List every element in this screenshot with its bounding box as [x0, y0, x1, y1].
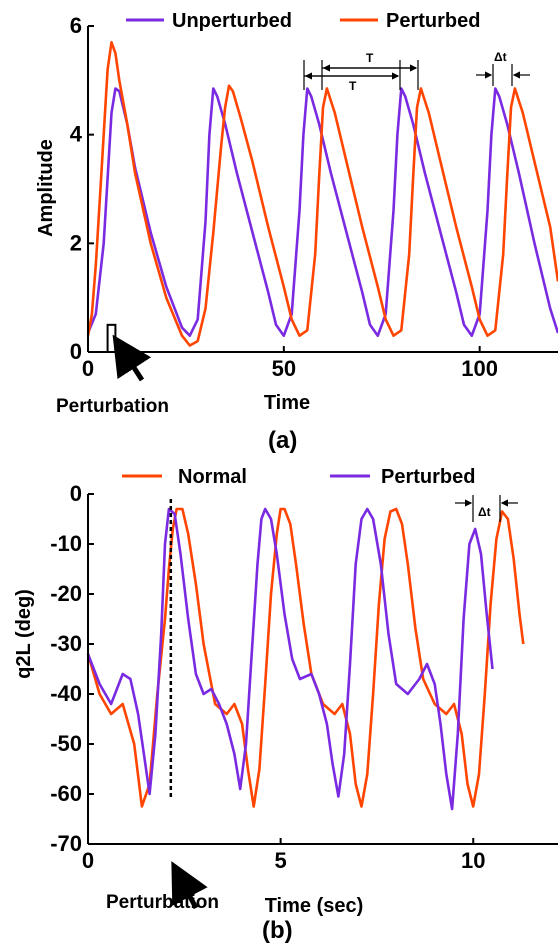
panel-b-y-tick-label: 0: [70, 481, 82, 506]
period-annotation: T T: [303, 51, 419, 93]
panel-b-x-tick-label: 5: [274, 848, 286, 873]
panel-b-y-tick-label: -70: [50, 831, 82, 856]
panel-b-y-tick-label: -50: [50, 731, 82, 756]
panel-a-x-tick-label: 50: [272, 356, 296, 381]
panel-a-ylabel: Amplitude: [35, 139, 57, 237]
panel-b-x-tick-label: 10: [461, 848, 485, 873]
panel-a-y-tick-label: 6: [70, 13, 82, 38]
legend-unperturbed-label: Unperturbed: [172, 10, 292, 32]
panel-a-y-tick-label: 2: [70, 230, 82, 255]
panel-a-plot-area: 0 50 100 0 2 4 6: [70, 13, 558, 381]
panel-b-plot-area: 0 5 10 0 -10 -20 -30 -40 -50 -60 -70: [50, 481, 558, 873]
panel-b-y-tick-label: -60: [50, 781, 82, 806]
panel-a-y-tick-label: 4: [70, 122, 83, 147]
legend-perturbed-label: Perturbed: [386, 10, 480, 32]
panel-a-y-tick-label: 0: [70, 339, 82, 364]
panel-b-axes: 0 5 10 0 -10 -20 -30 -40 -50 -60 -70: [50, 481, 558, 873]
panel-b-y-tick-label: -30: [50, 631, 82, 656]
panel-b-series-group: [86, 507, 525, 811]
panel-b-y-tick-label: -20: [50, 581, 82, 606]
panel-b-ylabel: q2L (deg): [13, 589, 35, 679]
panel-b-series-perturbed: [86, 507, 494, 811]
panel-b-x-tick-label: 0: [82, 848, 94, 873]
perturbation-arrow-b: [171, 861, 208, 910]
panel-b-y-tick-label: -40: [50, 681, 82, 706]
panel-a-xlabel: Time: [264, 392, 310, 414]
perturbation-annotation-b: Perturbation: [106, 861, 219, 913]
panel-b-label: (b): [262, 917, 293, 944]
panel-a-label: (a): [268, 427, 297, 454]
dt-label-b: Δt: [478, 505, 491, 519]
panel-a-series-group: [86, 41, 558, 347]
perturbation-label-b: Perturbation: [106, 892, 219, 913]
legend-normal-label: Normal: [178, 466, 247, 488]
panel-b-y-tick-label: -10: [50, 531, 82, 556]
perturbation-arrow-a: [112, 334, 152, 382]
panel-b-legend: Normal Perturbed: [122, 466, 475, 488]
panel-a-x-tick-label: 0: [82, 356, 94, 381]
panel-a-x-tick-label: 100: [461, 356, 498, 381]
phase-shift-annotation-b: Δt: [455, 495, 518, 522]
phase-shift-annotation-a: Δt: [476, 50, 530, 86]
panel-a-axes: 0 50 100 0 2 4 6: [70, 13, 558, 381]
period-label-bottom: T: [349, 79, 357, 93]
perturbation-pulse: [106, 323, 117, 354]
dt-label-a: Δt: [494, 50, 507, 64]
legend-perturbed-b-label: Perturbed: [381, 466, 475, 488]
panel-a-series-perturbed: [86, 41, 558, 347]
panel-a-legend: Unperturbed Perturbed: [126, 10, 480, 32]
period-label-top: T: [366, 51, 374, 65]
panel-a: 0 50 100 0 2 4 6 Unperturbed Perturbed T T: [35, 10, 558, 454]
panel-b-xlabel: Time (sec): [265, 895, 364, 917]
perturbation-annotation-a: Perturbation: [56, 334, 169, 417]
perturbation-label-a: Perturbation: [56, 396, 169, 417]
panel-b: 0 5 10 0 -10 -20 -30 -40 -50 -60 -70 Normal Pertur…: [13, 466, 558, 944]
